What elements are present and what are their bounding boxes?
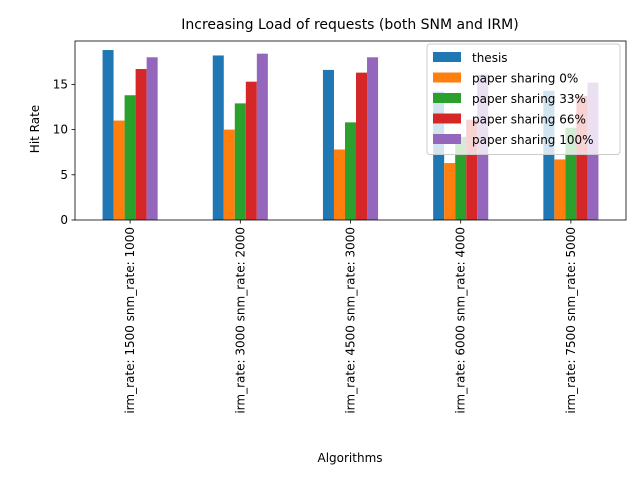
bar <box>466 119 478 220</box>
axes-group: 0 5 10 15 irm_rate: 1500 snm_rate: 1000 irm_r… <box>53 40 627 414</box>
legend-swatch <box>433 52 461 62</box>
bar <box>543 90 555 220</box>
y-tick-label: 10 <box>53 123 68 137</box>
x-tick-label: irm_rate: 3000 snm_rate: 2000 <box>233 227 247 414</box>
bar <box>234 103 246 220</box>
bar <box>356 72 368 220</box>
x-tick-label: irm_rate: 1500 snm_rate: 1000 <box>123 227 137 414</box>
bar <box>433 91 445 220</box>
bar <box>223 129 235 220</box>
bar <box>333 149 345 220</box>
legend-box <box>426 43 621 155</box>
legend-swatch <box>433 93 461 103</box>
legend-swatch <box>433 113 461 124</box>
bar <box>444 163 456 220</box>
bar <box>344 122 357 220</box>
bars-group <box>102 50 599 221</box>
legend-swatch <box>433 134 461 144</box>
legend-label: paper sharing 0% <box>472 72 578 86</box>
bar <box>565 127 577 220</box>
y-tick-label: 0 <box>60 213 68 227</box>
bar <box>124 95 136 220</box>
y-tick-label: 15 <box>53 77 68 91</box>
bar <box>113 120 125 220</box>
bar <box>554 159 566 220</box>
legend-label: paper sharing 33% <box>472 92 586 106</box>
x-tick-label: irm_rate: 6000 snm_rate: 4000 <box>454 227 468 414</box>
x-tick-label: irm_rate: 4500 snm_rate: 3000 <box>344 227 358 414</box>
legend-swatch <box>433 72 461 83</box>
legend: thesis paper sharing 0% paper sharing 33% p… <box>426 43 621 155</box>
legend-label: paper sharing 66% <box>472 113 586 127</box>
x-axis-label: Algorithms <box>317 451 382 465</box>
bar <box>576 96 588 220</box>
bar <box>245 81 257 221</box>
legend-label: paper sharing 100% <box>472 133 594 147</box>
bar <box>146 57 158 220</box>
bar <box>135 69 147 220</box>
bar <box>212 55 224 221</box>
bar <box>256 53 268 220</box>
chart-title: Increasing Load of requests (both SNM an… <box>181 17 518 33</box>
y-axis-label: Hit Rate <box>28 105 42 153</box>
x-tick-label: irm_rate: 7500 snm_rate: 5000 <box>564 227 578 414</box>
bar <box>367 57 379 220</box>
bar <box>455 136 467 220</box>
bar <box>322 69 334 221</box>
y-tick-label: 5 <box>60 168 68 182</box>
legend-label: thesis <box>472 51 508 65</box>
bar <box>102 50 114 220</box>
